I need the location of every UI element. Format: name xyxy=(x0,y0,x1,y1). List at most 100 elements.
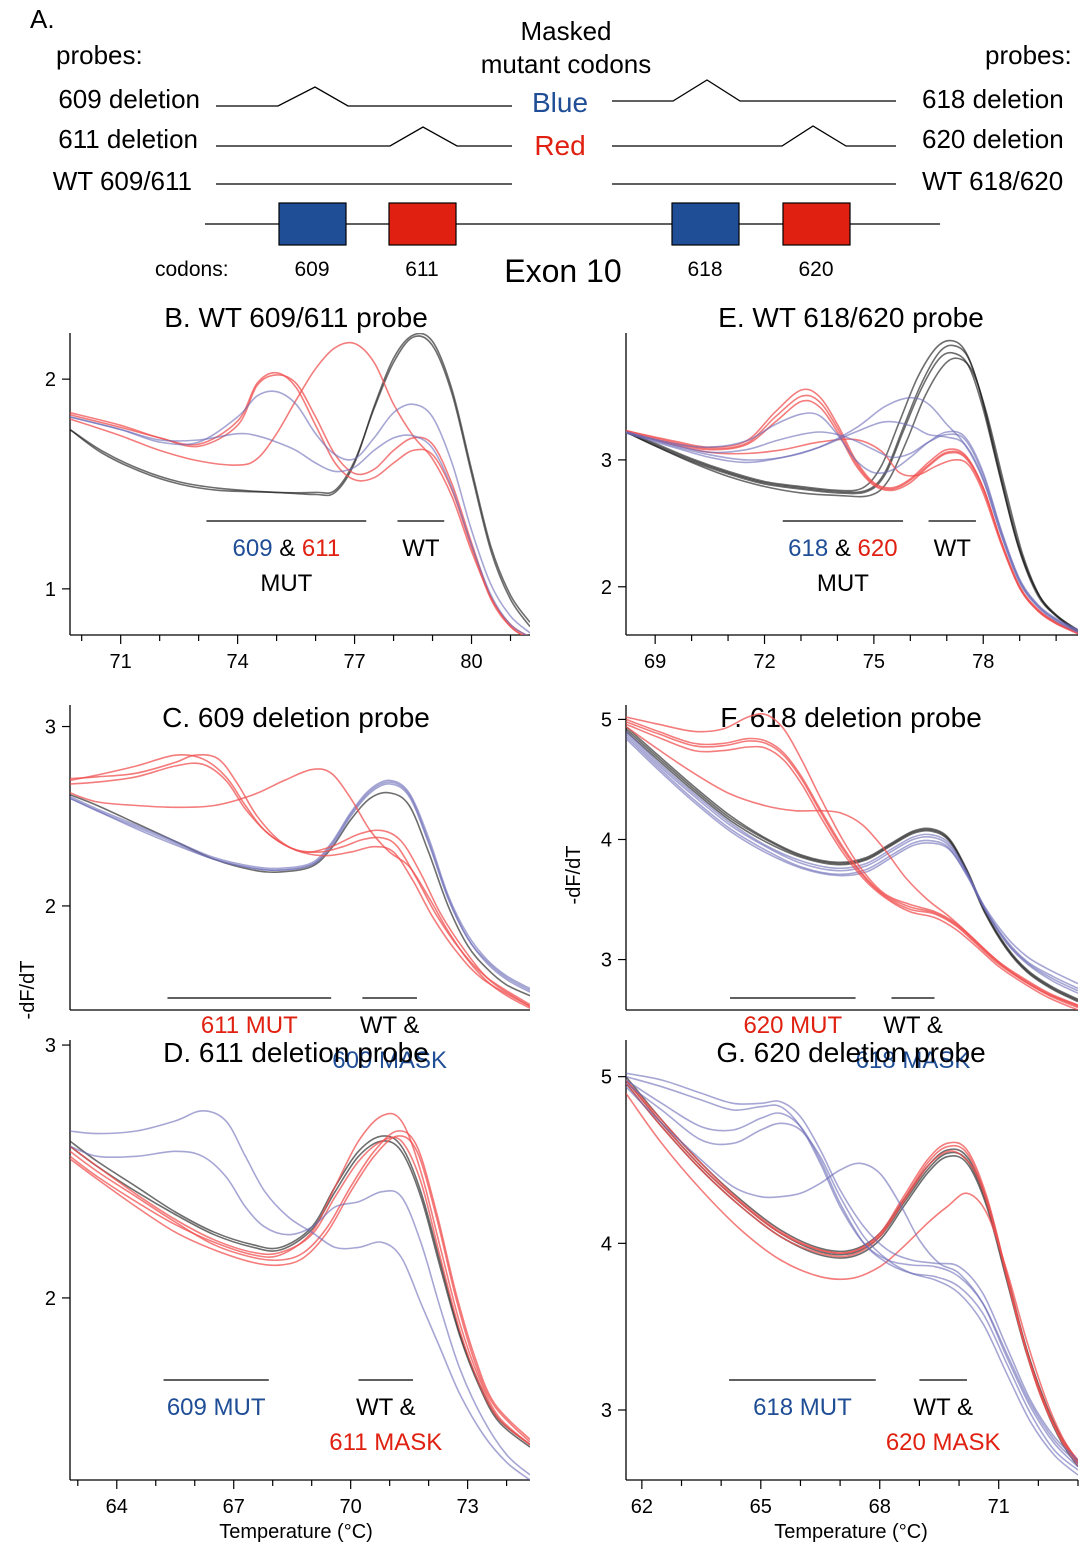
series-group xyxy=(626,339,1078,635)
annotation-label: WT & xyxy=(883,1012,943,1039)
codon-609-label: 609 xyxy=(294,258,329,281)
masked-title-line2: mutant codons xyxy=(481,49,652,79)
x-tick-label: 75 xyxy=(863,651,885,673)
x-tick-label: 73 xyxy=(457,1496,479,1518)
red-word: Red xyxy=(534,130,585,161)
curve-wt-1 xyxy=(70,335,530,628)
annotation-part: WT & xyxy=(360,1012,420,1039)
annotation-label: 611 MUT xyxy=(201,1012,298,1039)
right-probe-wt: WT 618/620 xyxy=(922,166,1063,196)
curve-red-4 xyxy=(70,1130,530,1441)
codon-609-box xyxy=(278,202,347,246)
panel-title: D. 611 deletion probe xyxy=(163,1037,429,1068)
x-tick-label: 71 xyxy=(988,1496,1010,1518)
annotation-part: 611 MUT xyxy=(201,1012,298,1039)
x-tick-label: 68 xyxy=(869,1496,891,1518)
panel-title: F. 618 deletion probe xyxy=(720,702,982,733)
curve-blue-3 xyxy=(70,783,530,993)
annotation-label-line2: MUT xyxy=(817,570,869,597)
left-probe-609-deletion: 609 deletion xyxy=(58,84,200,114)
codons-label: codons: xyxy=(155,258,229,281)
annotation-label: 609 MUT xyxy=(167,1394,266,1421)
melting-curve-panels: B. WT 609/611 probe 1 2 71 74 77 80 609 & 611 MU… xyxy=(45,302,1079,1518)
left-probe-611-deletion: 611 deletion xyxy=(58,124,198,154)
curve-red-4 xyxy=(626,1082,1078,1466)
x-tick-label: 74 xyxy=(227,651,249,673)
chart-panel-3: F. 618 deletion probe 3 4 5 620 MUT WT & 618 M… xyxy=(601,702,1078,1074)
curve-red-4 xyxy=(70,753,530,1006)
curve-blue-9 xyxy=(626,1082,1078,1476)
x-tick-label: 70 xyxy=(340,1496,362,1518)
y-axis-label-right: -dF/dT xyxy=(563,846,585,905)
x-tick-label: 71 xyxy=(110,651,132,673)
y-tick-label: 3 xyxy=(601,1400,612,1422)
curve-red-5 xyxy=(70,754,530,1008)
codon-611-box xyxy=(388,202,457,246)
curve-blue-7 xyxy=(70,1145,530,1476)
annotation-part: WT & xyxy=(913,1394,973,1421)
y-axis-label-left: -dF/dT xyxy=(17,961,39,1020)
annotation-part: WT xyxy=(402,535,440,562)
annotation-part: 609 xyxy=(233,535,273,562)
curve-red-2 xyxy=(70,1112,530,1446)
curve-wt-0 xyxy=(70,791,530,997)
curve-blue-5 xyxy=(626,730,1078,992)
curve-red-3 xyxy=(70,1136,530,1446)
probe-line-611-deletion xyxy=(216,126,512,147)
x-tick-label: 72 xyxy=(753,651,775,673)
annotation-label-line2: 618 MASK xyxy=(856,1047,971,1074)
exon-label: Exon 10 xyxy=(504,253,621,289)
y-tick-label: 5 xyxy=(601,1067,612,1089)
curve-wt-1 xyxy=(626,1076,1078,1463)
x-tick-label: 67 xyxy=(223,1496,245,1518)
curve-blue-1 xyxy=(70,781,530,992)
chart-panel-1: E. WT 618/620 probe 2 3 69 72 75 78 618 & 620 MU… xyxy=(601,302,1078,673)
curve-wt-2 xyxy=(626,339,1078,631)
x-tick-label: 69 xyxy=(644,651,666,673)
y-tick-label: 5 xyxy=(601,709,612,731)
curve-wt-2 xyxy=(626,730,1078,1003)
probe-line-620-deletion xyxy=(612,125,896,147)
y-tick-label: 4 xyxy=(601,1233,612,1255)
x-tick-label: 78 xyxy=(972,651,994,673)
annotation-label-line2: MUT xyxy=(260,570,312,597)
curve-wt-0 xyxy=(70,1135,530,1446)
codon-620-box xyxy=(782,202,851,246)
annotation-part: & xyxy=(828,535,857,562)
curve-wt-1 xyxy=(70,1140,530,1448)
y-tick-label: 3 xyxy=(601,950,612,972)
masked-title-line1: Masked xyxy=(520,16,611,46)
y-tick-label: 2 xyxy=(45,896,56,918)
annotation-part: WT xyxy=(934,535,972,562)
annotation-label-line2: 609 MASK xyxy=(332,1047,447,1074)
probes-left-label: probes: xyxy=(56,40,143,70)
annotation-part: 618 MUT xyxy=(753,1394,852,1421)
annotation-part: WT & xyxy=(883,1012,943,1039)
curve-red-2 xyxy=(70,374,528,635)
curve-blue-5 xyxy=(70,390,530,634)
curve-red-6 xyxy=(626,1079,1078,1461)
annotation-label: 620 MUT xyxy=(743,1012,842,1039)
x-axis-label-right: Temperature (°C) xyxy=(774,1521,928,1543)
chart-panel-0: B. WT 609/611 probe 1 2 71 74 77 80 609 & 611 MU… xyxy=(45,302,530,673)
curve-blue-6 xyxy=(626,738,1078,985)
curve-red-11 xyxy=(626,725,1078,1006)
series-group xyxy=(70,1109,530,1480)
curve-red-9 xyxy=(626,718,1078,1008)
annotation-label-line2: 620 MASK xyxy=(886,1429,1001,1456)
annotation-part: WT & xyxy=(356,1394,416,1421)
panel-a-label: A. xyxy=(30,4,55,34)
codon-618-label: 618 xyxy=(687,258,722,281)
curve-wt-1 xyxy=(626,726,1078,1000)
chart-panel-4: D. 611 deletion probe 2 3 64 67 70 73 609 MUT WT… xyxy=(45,1035,530,1518)
panel-title: B. WT 609/611 probe xyxy=(164,302,428,333)
panel-title: G. 620 deletion probe xyxy=(716,1037,985,1068)
x-tick-label: 80 xyxy=(460,651,482,673)
chart-panel-2: C. 609 deletion probe 2 3 611 MUT WT & 609 MA… xyxy=(45,702,530,1074)
curve-blue-11 xyxy=(626,396,1078,634)
curve-blue-2 xyxy=(70,779,530,990)
annotation-part: 611 xyxy=(302,535,340,562)
probe-line-618-deletion xyxy=(612,79,896,102)
right-probe-620-deletion: 620 deletion xyxy=(922,124,1064,154)
